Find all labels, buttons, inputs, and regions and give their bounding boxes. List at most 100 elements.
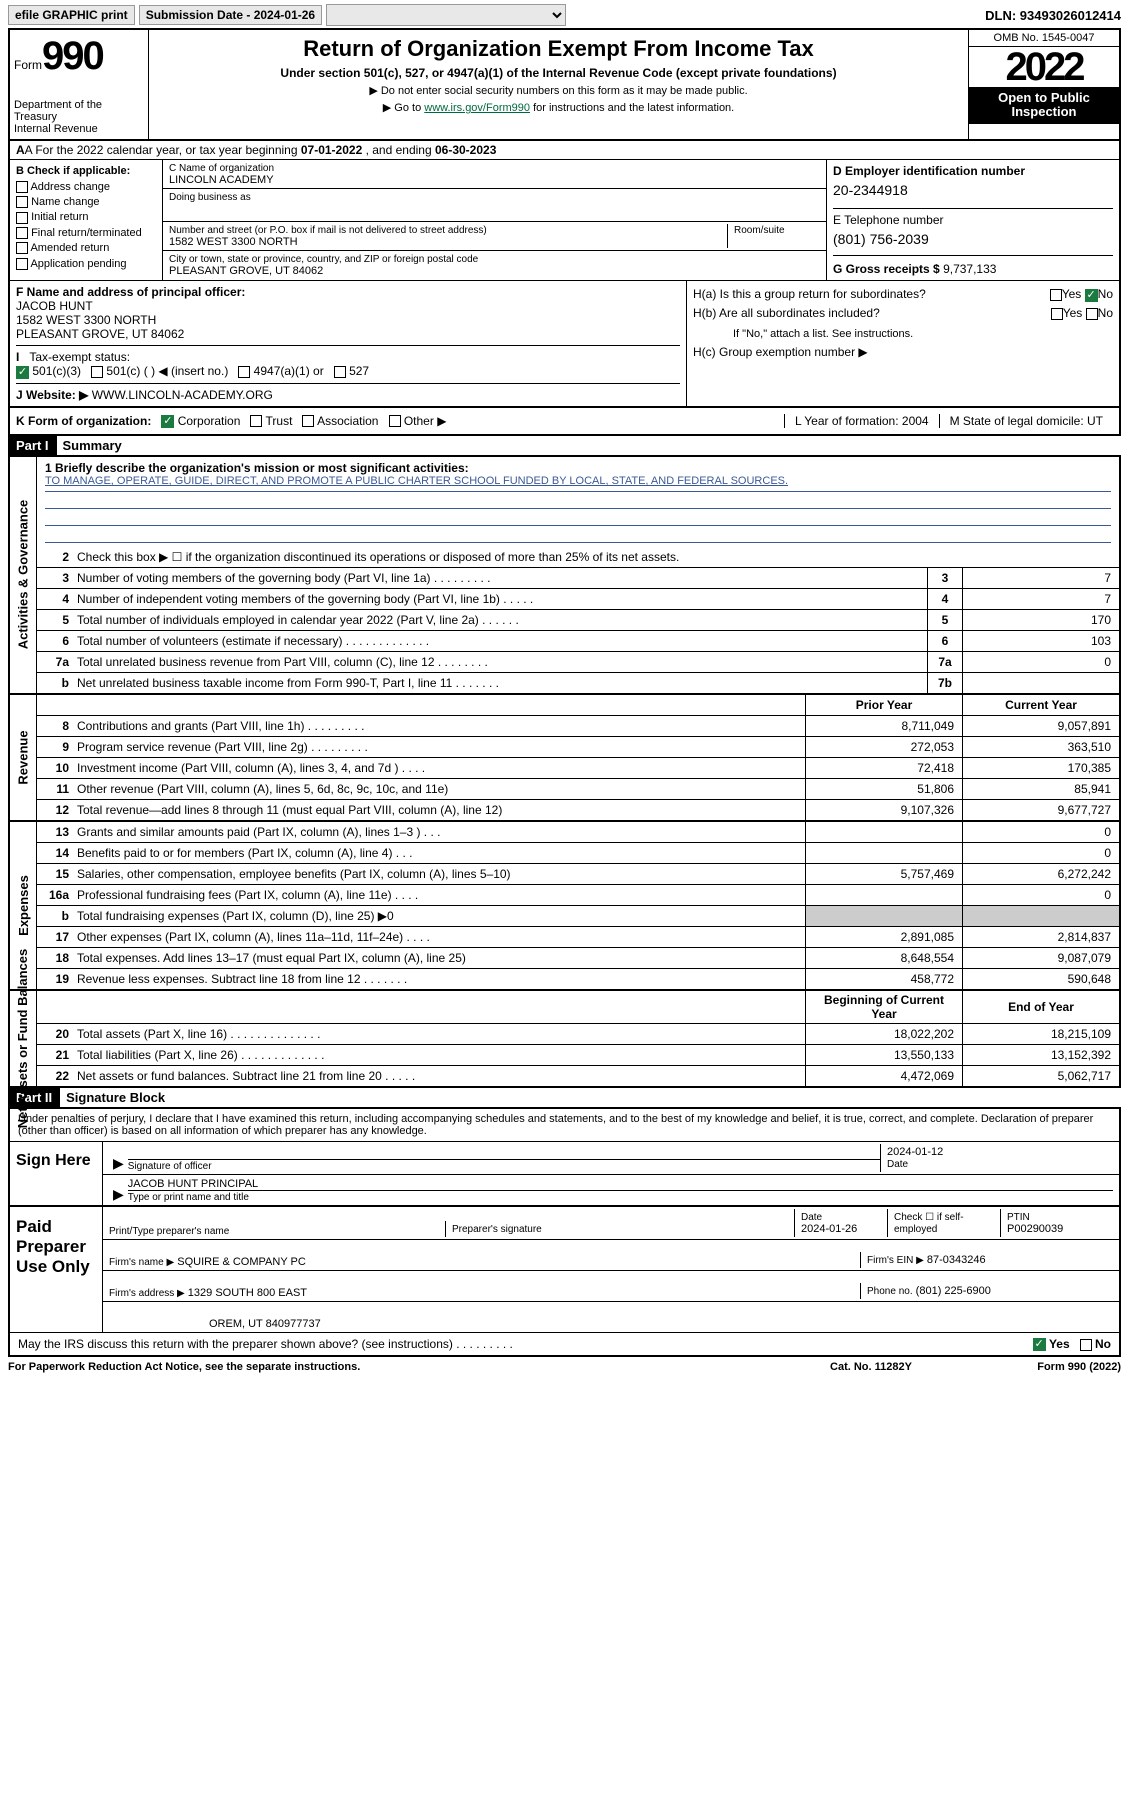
form-number: 990: [42, 34, 103, 79]
submission-date-button[interactable]: Submission Date - 2024-01-26: [139, 5, 322, 25]
cbx-final[interactable]: [16, 227, 28, 239]
form-subtitle: Under section 501(c), 527, or 4947(a)(1)…: [159, 66, 958, 80]
prior-val: 8,648,554: [805, 948, 962, 968]
prior-val: 8,711,049: [805, 716, 962, 736]
dln-text: DLN: 93493026012414: [985, 8, 1121, 23]
cur-val: 9,057,891: [962, 716, 1119, 736]
part1-header: Part I: [8, 436, 57, 455]
cur-val: 170,385: [962, 758, 1119, 778]
prior-val: [805, 906, 962, 926]
prior-val: [805, 885, 962, 905]
k-trust[interactable]: [250, 415, 262, 427]
gov-val: 103: [962, 631, 1119, 651]
mission-text: TO MANAGE, OPERATE, GUIDE, DIRECT, AND P…: [45, 475, 1111, 492]
org-name: LINCOLN ACADEMY: [169, 174, 274, 186]
may-discuss: May the IRS discuss this return with the…: [10, 1333, 1119, 1355]
cbx-501c[interactable]: [91, 366, 103, 378]
form-title: Return of Organization Exempt From Incom…: [159, 36, 958, 62]
cbx-amended[interactable]: [16, 242, 28, 254]
begin-year-hdr: Beginning of Current Year: [805, 991, 962, 1023]
part2-title: Signature Block: [60, 1088, 171, 1107]
ptin: P00290039: [1007, 1223, 1063, 1235]
col-d: D Employer identification number20-23449…: [827, 160, 1119, 280]
cur-val: [962, 906, 1119, 926]
form-label: Form: [14, 58, 42, 72]
prior-val: [805, 843, 962, 863]
cur-val: 590,648: [962, 969, 1119, 989]
header-right: OMB No. 1545-0047 2022 Open to Public In…: [968, 30, 1119, 139]
vtab-netassets: Net Assets or Fund Balances: [10, 991, 37, 1086]
cbx-pending[interactable]: [16, 258, 28, 270]
cbx-initial[interactable]: [16, 212, 28, 224]
prior-val: 18,022,202: [805, 1024, 962, 1044]
gov-val: [962, 673, 1119, 693]
col-c: C Name of organizationLINCOLN ACADEMY Do…: [163, 160, 827, 280]
dropdown-select[interactable]: [326, 4, 566, 26]
chk-501c3[interactable]: ✓: [16, 366, 29, 379]
cur-val: 5,062,717: [962, 1066, 1119, 1086]
sign-here-label: Sign Here: [10, 1142, 103, 1205]
firm-name: SQUIRE & COMPANY PC: [177, 1256, 306, 1268]
k-other[interactable]: [389, 415, 401, 427]
officer-name: JACOB HUNT: [16, 299, 93, 313]
gross-receipts: 9,737,133: [943, 262, 996, 276]
vtab-governance: Activities & Governance: [10, 457, 37, 693]
cur-val: 13,152,392: [962, 1045, 1119, 1065]
hb-no[interactable]: [1086, 308, 1098, 320]
year-formation: L Year of formation: 2004: [784, 414, 939, 428]
cbx-name[interactable]: [16, 196, 28, 208]
firm-ein: 87-0343246: [927, 1254, 986, 1266]
col-h: H(a) Is this a group return for subordin…: [687, 281, 1119, 405]
vtab-revenue: Revenue: [10, 695, 37, 820]
cur-val: 9,087,079: [962, 948, 1119, 968]
telephone: (801) 756-2039: [833, 227, 1113, 251]
gov-val: 7: [962, 589, 1119, 609]
note-ssn: ▶ Do not enter social security numbers o…: [159, 84, 958, 97]
hb-yes[interactable]: [1051, 308, 1063, 320]
gov-val: 0: [962, 652, 1119, 672]
state-domicile: M State of legal domicile: UT: [939, 414, 1113, 428]
header-left: Form990 Department of theTreasuryInterna…: [10, 30, 149, 139]
org-city: PLEASANT GROVE, UT 84062: [169, 265, 323, 277]
cur-val: 0: [962, 843, 1119, 863]
prior-val: 13,550,133: [805, 1045, 962, 1065]
cur-val: 0: [962, 885, 1119, 905]
k-assoc[interactable]: [302, 415, 314, 427]
firm-addr2: OREM, UT 840977737: [209, 1318, 321, 1330]
footer-cat: Cat. No. 11282Y: [771, 1361, 971, 1373]
prior-year-hdr: Prior Year: [805, 695, 962, 715]
ha-yes[interactable]: [1050, 289, 1062, 301]
prior-val: 2,891,085: [805, 927, 962, 947]
footer-right: Form 990 (2022): [971, 1361, 1121, 1373]
cbx-527[interactable]: [334, 366, 346, 378]
part1-title: Summary: [57, 436, 128, 455]
prior-val: 72,418: [805, 758, 962, 778]
may-no[interactable]: [1080, 1339, 1092, 1351]
penalty-note: Under penalties of perjury, I declare th…: [10, 1109, 1119, 1142]
may-yes[interactable]: ✓: [1033, 1338, 1046, 1351]
org-address: 1582 WEST 3300 NORTH: [169, 236, 298, 248]
prior-val: [805, 822, 962, 842]
prior-val: 5,757,469: [805, 864, 962, 884]
note-goto: ▶ Go to www.irs.gov/Form990 for instruct…: [159, 101, 958, 114]
cur-val: 363,510: [962, 737, 1119, 757]
ha-no[interactable]: ✓: [1085, 289, 1098, 302]
prior-val: 4,472,069: [805, 1066, 962, 1086]
cbx-4947[interactable]: [238, 366, 250, 378]
prior-val: 51,806: [805, 779, 962, 799]
irs-link[interactable]: www.irs.gov/Form990: [424, 102, 530, 114]
row-k: K Form of organization: ✓ Corporation Tr…: [8, 408, 1121, 436]
cbx-address[interactable]: [16, 181, 28, 193]
firm-addr: 1329 SOUTH 800 EAST: [188, 1287, 307, 1299]
sig-date: 2024-01-12: [887, 1146, 943, 1158]
efile-print-button[interactable]: efile GRAPHIC print: [8, 5, 135, 25]
gov-val: 7: [962, 568, 1119, 588]
prior-val: 272,053: [805, 737, 962, 757]
k-corp[interactable]: ✓: [161, 415, 174, 428]
website-link[interactable]: WWW.LINCOLN-ACADEMY.ORG: [92, 388, 273, 402]
prior-val: 9,107,326: [805, 800, 962, 820]
cur-val: 6,272,242: [962, 864, 1119, 884]
cur-val: 0: [962, 822, 1119, 842]
footer-left: For Paperwork Reduction Act Notice, see …: [8, 1361, 771, 1373]
paid-preparer-label: Paid Preparer Use Only: [10, 1207, 103, 1332]
